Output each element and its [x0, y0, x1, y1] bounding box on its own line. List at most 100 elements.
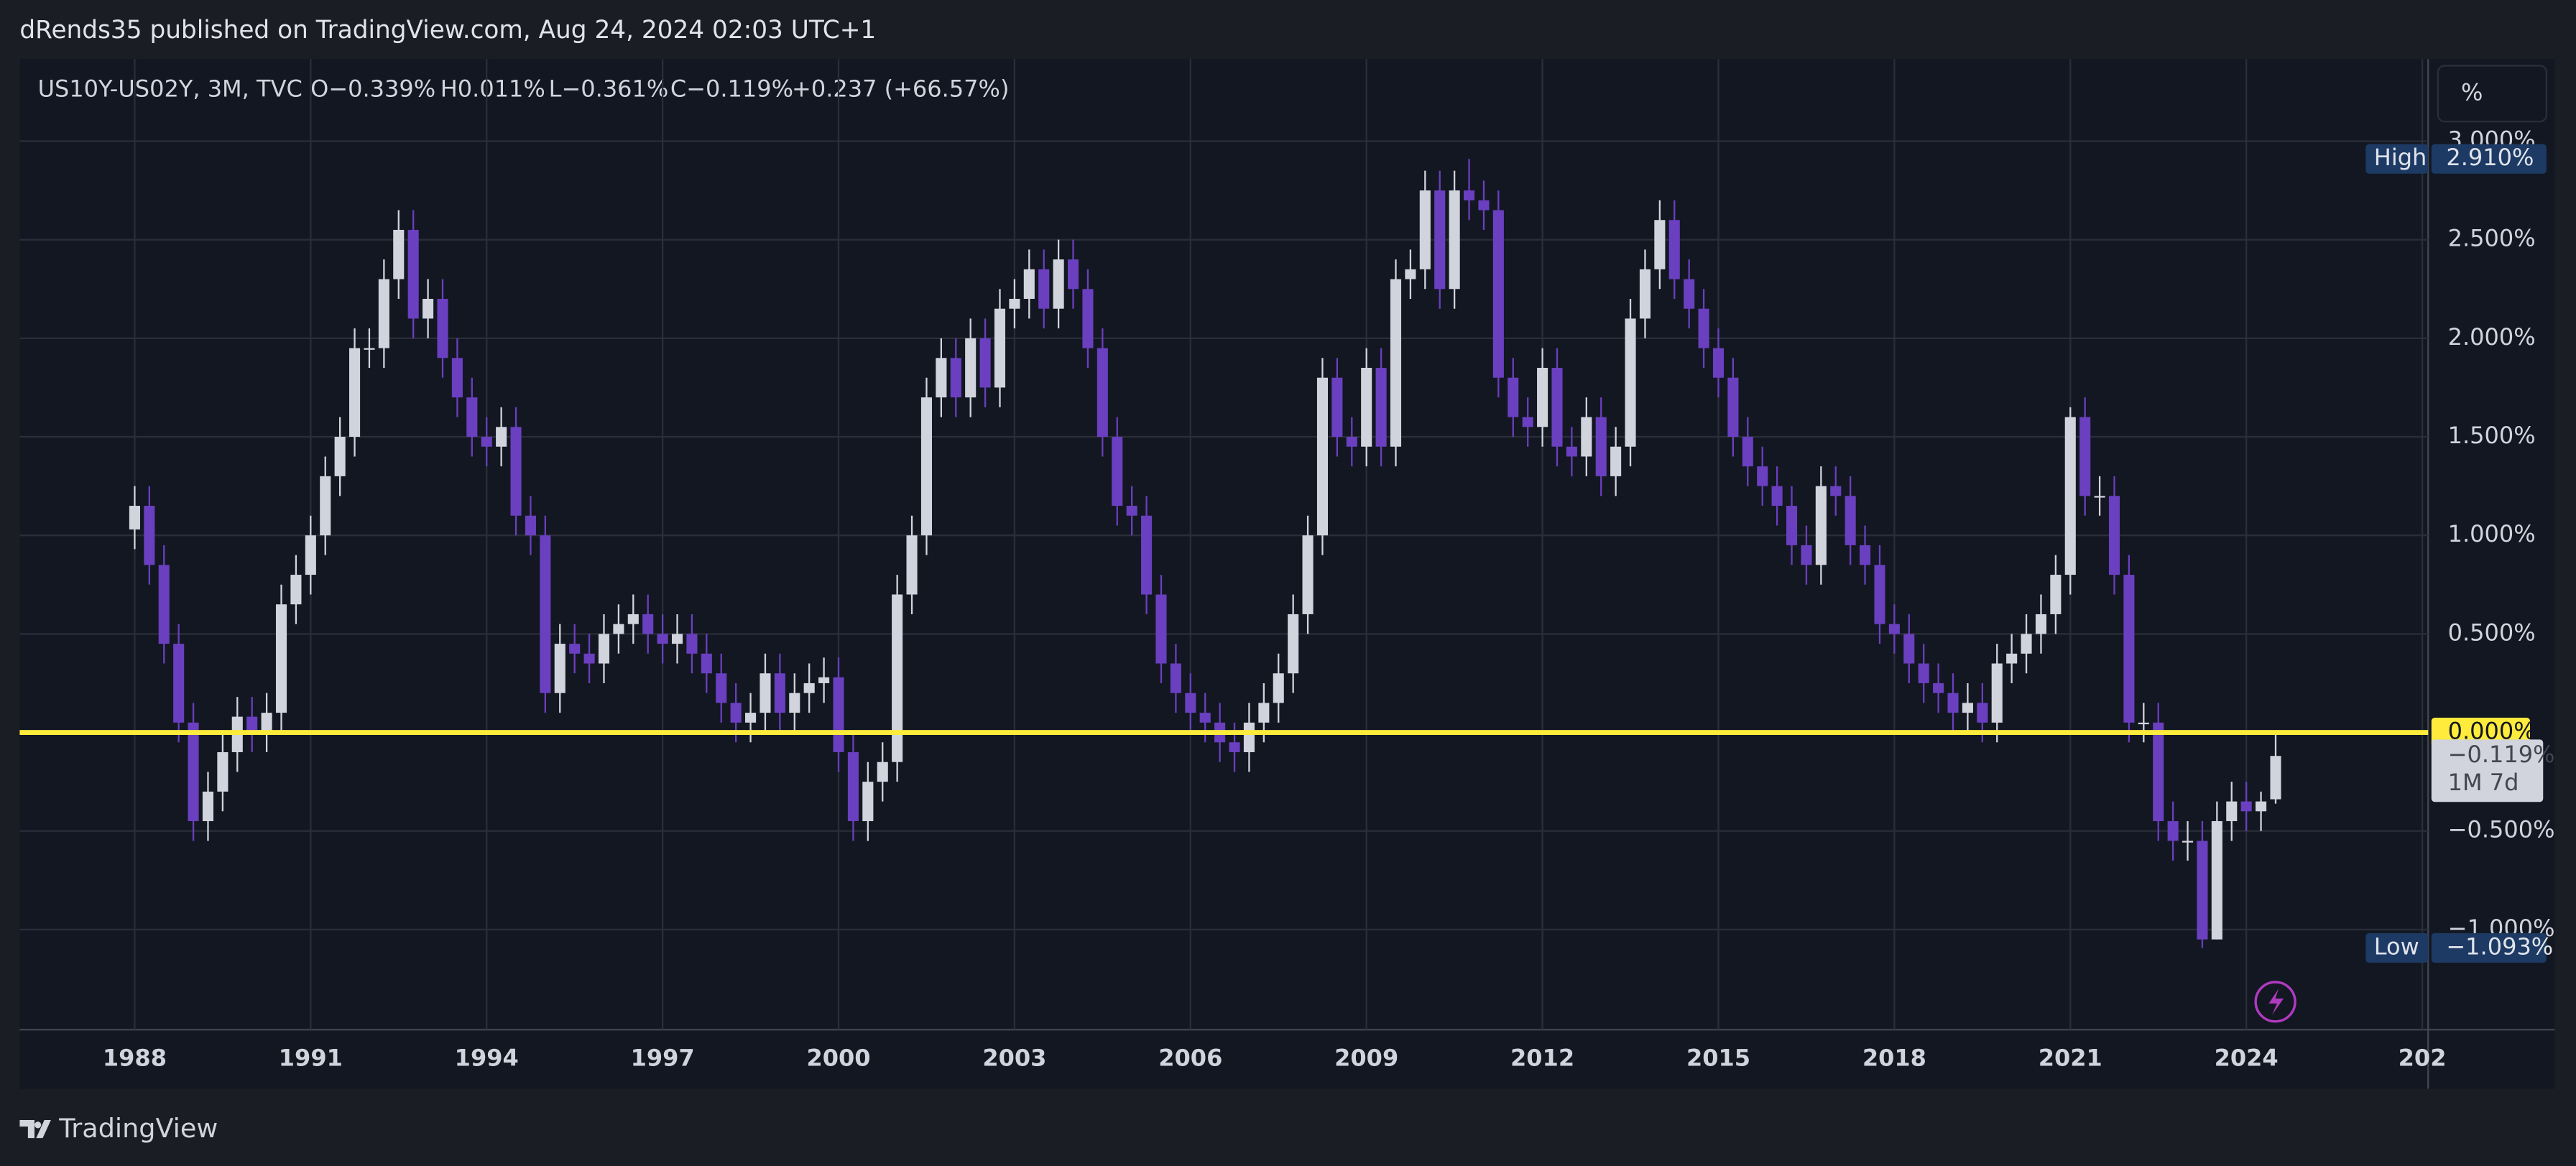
y-tick-label: 2.500%: [2448, 225, 2536, 252]
candle-body: [1375, 368, 1387, 447]
candle-body: [188, 722, 199, 822]
x-tick-label: 1994: [455, 1044, 519, 1071]
candle-body: [760, 673, 771, 713]
candle-body: [994, 308, 1006, 388]
countdown-label: 1M 7d: [2448, 769, 2519, 796]
candle-body: [1199, 713, 1211, 723]
candle-body: [1654, 220, 1666, 269]
candle-body: [1874, 565, 1885, 624]
candle-body: [2197, 841, 2208, 940]
candle-body: [305, 535, 316, 575]
candle-body: [437, 298, 448, 358]
x-tick-label: 2015: [1686, 1044, 1750, 1071]
candle-body: [378, 279, 389, 348]
candle-body: [1757, 466, 1768, 486]
candle-body: [1595, 417, 1607, 476]
candle-body: [965, 338, 977, 398]
x-tick-label: 2012: [1510, 1044, 1574, 1071]
scale-button[interactable]: [2437, 65, 2547, 123]
candle-body: [701, 653, 712, 674]
candle-body: [481, 437, 492, 447]
candle-body: [1478, 200, 1490, 210]
candle-body: [1566, 446, 1577, 457]
candle-body: [364, 348, 375, 350]
candle-body: [1243, 722, 1255, 752]
high-name-box: [2365, 144, 2429, 174]
candle-body: [217, 751, 228, 792]
candle-body: [1390, 279, 1402, 447]
x-tick-label: 1991: [279, 1044, 343, 1071]
flash-icon[interactable]: [2254, 981, 2296, 1023]
candle-body: [745, 713, 757, 723]
candle-body: [1185, 693, 1196, 713]
candle-body: [246, 716, 258, 733]
legend-change: +0.237 (+66.57%): [792, 75, 1009, 103]
candle-body: [2079, 417, 2091, 496]
candle-body: [1009, 298, 1020, 309]
candle-body: [1537, 368, 1548, 427]
candle-body: [1419, 190, 1431, 269]
candle-body: [1977, 703, 1988, 723]
candle-body: [862, 782, 874, 822]
candle-body: [1845, 496, 1856, 545]
last-price-box: [2431, 739, 2544, 802]
candle-body: [1302, 535, 1314, 614]
candle-body: [1581, 417, 1592, 457]
candle-body: [2138, 722, 2149, 725]
low-name: Low: [2374, 933, 2419, 960]
publisher-line: dRends35 published on TradingView.com, A…: [19, 16, 876, 45]
candle-body: [1712, 348, 1725, 378]
candle-body: [407, 229, 419, 319]
candle-body: [936, 358, 947, 398]
candle-body: [906, 535, 918, 595]
candle-body: [1962, 703, 1973, 713]
candle-body: [144, 506, 155, 565]
chart-area: [19, 59, 2555, 1089]
candle-body: [730, 703, 742, 723]
candle-body: [1610, 446, 1622, 476]
candle-body: [1361, 368, 1372, 447]
grid: −1.000%−0.500%0.500%1.000%1.500%2.000%2.…: [19, 59, 2555, 1071]
candle-body: [1082, 289, 1094, 348]
x-tick-label: 1988: [103, 1044, 167, 1071]
candle-body: [320, 476, 331, 536]
candle-body: [2050, 575, 2062, 614]
candle-body: [1625, 318, 1636, 447]
candle-body: [2256, 801, 2267, 812]
candle-body: [847, 751, 859, 822]
candle-body: [1229, 742, 1240, 752]
x-tick-label: 202: [2399, 1044, 2447, 1071]
tv-logo-mark: [19, 1119, 51, 1139]
y-tick-label: 1.500%: [2448, 422, 2536, 449]
candle-body: [803, 683, 815, 693]
candle-body: [569, 644, 581, 654]
candle-body: [920, 397, 933, 536]
candle-body: [275, 604, 287, 713]
candle-body: [642, 614, 654, 634]
candle-body: [2270, 756, 2281, 800]
candle-body: [979, 338, 991, 388]
high-name: High: [2374, 144, 2427, 171]
candle-body: [1464, 190, 1475, 200]
candle-body: [1170, 663, 1181, 693]
high-value: 2.910%: [2446, 144, 2534, 171]
footer-brand: TradingView: [58, 1113, 218, 1144]
candle-body: [2108, 496, 2120, 575]
candle-body: [129, 506, 140, 529]
candle-body: [877, 762, 888, 782]
candle-body: [1933, 683, 1944, 693]
legend-high: H0.011%: [440, 75, 545, 103]
candle-body: [393, 229, 405, 279]
candle-body: [716, 673, 727, 703]
candle-body: [1405, 269, 1416, 279]
candle-body: [1551, 368, 1563, 447]
candle-body: [451, 358, 463, 398]
y-tick-label: 1.000%: [2448, 520, 2536, 547]
candle-body: [671, 634, 683, 644]
x-tick-label: 2006: [1158, 1044, 1222, 1071]
scale-button-label[interactable]: %: [2461, 78, 2483, 106]
flash-icon-bolt[interactable]: [2268, 989, 2284, 1015]
candle-body: [1860, 545, 1871, 565]
x-tick-label: 2009: [1334, 1044, 1398, 1071]
